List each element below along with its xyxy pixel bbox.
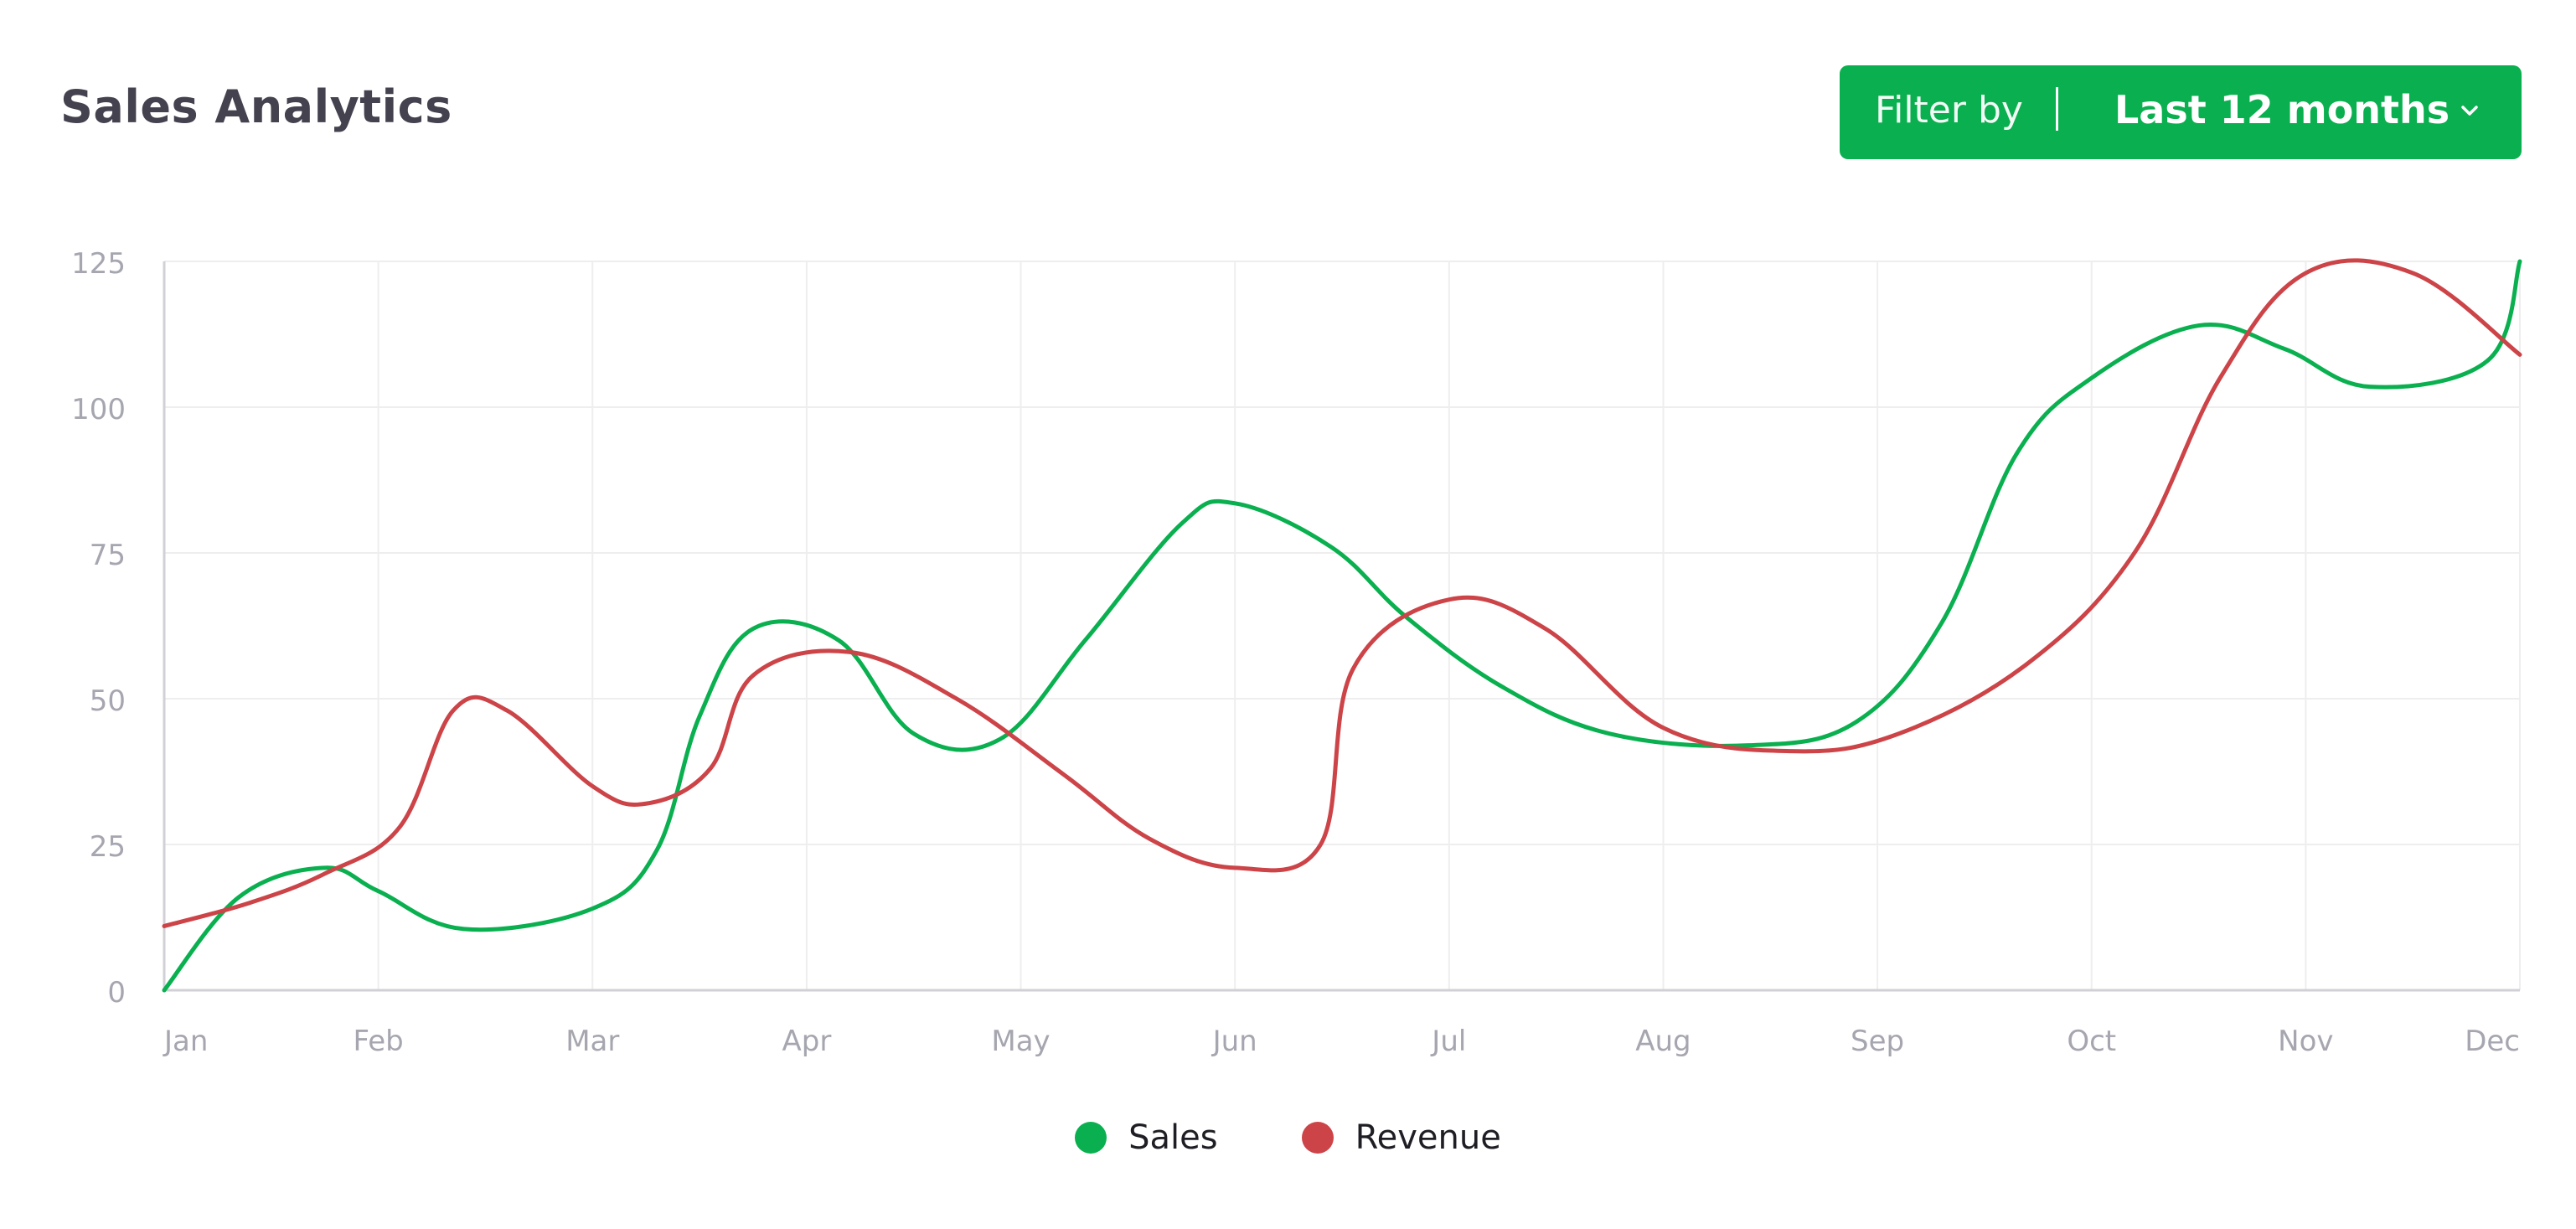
- series: [162, 258, 2522, 993]
- legend-label-sales: Sales: [1128, 1118, 1218, 1157]
- x-tick-label: Jul: [1430, 1025, 1466, 1058]
- revenue-dot-icon: [1301, 1122, 1334, 1154]
- legend-item-sales[interactable]: Sales: [1075, 1118, 1218, 1157]
- y-tick-label: 25: [90, 830, 126, 864]
- x-tick-label: May: [991, 1025, 1050, 1058]
- y-tick-label: 75: [90, 539, 126, 572]
- chart-title: Sales Analytics: [60, 80, 452, 133]
- x-tick-label: Feb: [354, 1025, 404, 1058]
- x-tick-label: Nov: [2278, 1025, 2333, 1058]
- tick-labels: 0 25 50 75 100 125 Jan Feb Mar Apr May Jun Jul Aug Sep…: [71, 247, 2520, 1058]
- series-line-revenue: [162, 258, 2522, 928]
- chevron-down-icon[interactable]: [2456, 97, 2483, 124]
- x-tick-label: Jan: [163, 1025, 208, 1058]
- series-line-sales: [162, 259, 2522, 993]
- y-tick-label: 50: [90, 684, 126, 718]
- x-tick-label: Aug: [1635, 1025, 1691, 1058]
- legend: Sales Revenue: [0, 1118, 2576, 1157]
- y-tick-label: 125: [71, 247, 126, 281]
- y-tick-label: 100: [71, 393, 126, 426]
- x-tick-label: Mar: [565, 1025, 619, 1058]
- filter-label: Filter by: [1875, 89, 2023, 132]
- x-tick-label: Apr: [782, 1025, 831, 1058]
- sales-dot-icon: [1075, 1122, 1107, 1154]
- x-tick-label: Sep: [1851, 1025, 1904, 1058]
- grid: [163, 261, 2521, 991]
- x-tick-label: Jun: [1211, 1025, 1257, 1058]
- filter-divider: [2056, 87, 2058, 131]
- y-tick-label: 0: [107, 976, 126, 1010]
- x-tick-label: Oct: [2067, 1025, 2116, 1058]
- legend-item-revenue[interactable]: Revenue: [1301, 1118, 1501, 1157]
- legend-label-revenue: Revenue: [1355, 1118, 1501, 1157]
- filter-value: Last 12 months: [2114, 87, 2450, 132]
- filter-dropdown[interactable]: Filter by Last 12 months: [1840, 65, 2522, 159]
- axes: [163, 261, 2520, 992]
- x-tick-label: Dec: [2465, 1025, 2520, 1058]
